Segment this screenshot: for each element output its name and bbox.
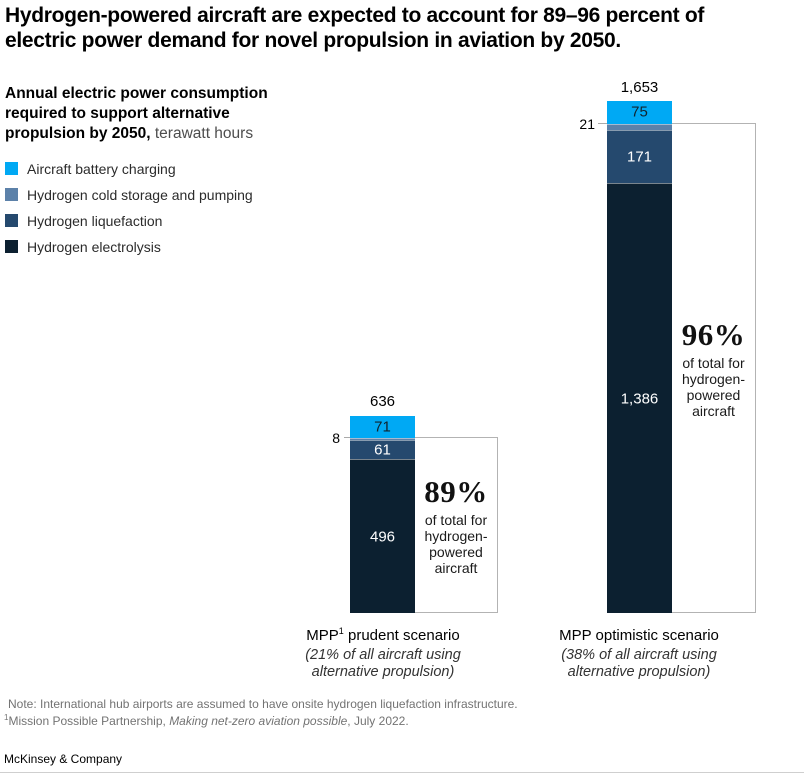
segment-liquefaction: 61 [350,440,415,460]
segment-value: 71 [374,418,391,436]
mckinsey-logo-text: McKinsey & Company [4,752,123,766]
category-subline: (21% of all aircraft using [305,647,461,663]
stacked-bar-optimistic: 75 171 1,386 [607,100,672,613]
segment-value: 75 [631,103,648,121]
legend-swatch-cold-storage-icon [5,188,18,201]
legend-item-liquefaction: Hydrogen liquefaction [5,212,253,229]
subtitle-unit: terawatt hours [150,125,254,142]
legend-swatch-battery-icon [5,162,18,175]
chart-subtitle: Annual electric power consumption requir… [5,84,287,144]
segment-battery-charging: 75 [607,100,672,124]
share-callout-prudent: 89% of total for hydrogen-powered aircra… [414,437,498,613]
legend-label: Aircraft battery charging [27,160,176,177]
legend-item-electrolysis: Hydrogen electrolysis [5,238,253,255]
legend-item-cold-storage: Hydrogen cold storage and pumping [5,186,253,203]
bottom-divider [0,772,804,773]
segment-cold-storage [350,437,415,441]
footnote-note: Note: International hub airports are ass… [8,697,518,711]
legend-label: Hydrogen cold storage and pumping [27,186,253,203]
share-caption: of total for hydrogen-powered aircraft [424,511,488,576]
category-subline: alternative propulsion) [311,664,455,680]
category-subline: alternative propulsion) [567,664,711,680]
share-caption: of total for hydrogen-powered aircraft [681,354,746,419]
footnote-source: 1Mission Possible Partnership, Making ne… [4,713,409,728]
legend-swatch-electrolysis-icon [5,240,18,253]
leader-line [598,123,607,124]
legend-label: Hydrogen liquefaction [27,212,163,229]
category-name: MPP optimistic scenario [559,627,719,644]
segment-value: 1,386 [620,390,659,408]
segment-liquefaction: 171 [607,130,672,184]
legend-swatch-liquefaction-icon [5,214,18,227]
legend-item-battery-charging: Aircraft battery charging [5,160,253,177]
leader-line [344,437,350,438]
bar-total-prudent: 636 [369,393,396,410]
segment-cold-storage [607,123,672,131]
segment-value: 496 [369,528,396,546]
legend: Aircraft battery charging Hydrogen cold … [5,160,253,266]
stacked-bar-prudent: 71 61 496 [350,415,415,613]
segment-battery-charging: 71 [350,415,415,438]
legend-label: Hydrogen electrolysis [27,238,161,255]
segment-value: 171 [626,148,653,166]
share-percent: 89% [424,473,488,509]
segment-electrolysis: 496 [350,459,415,613]
segment-value: 61 [374,441,391,459]
category-name: MPP1 prudent scenario [306,626,460,644]
category-label-optimistic: MPP optimistic scenario (38% of all airc… [539,626,739,681]
category-label-prudent: MPP1 prudent scenario (21% of all aircra… [283,626,483,681]
cold-storage-value-optimistic: 21 [579,116,595,132]
segment-electrolysis: 1,386 [607,183,672,613]
subtitle-bold: Annual electric power consumption requir… [5,85,268,142]
category-subline: (38% of all aircraft using [561,647,717,663]
cold-storage-value-prudent: 8 [332,430,340,446]
bar-total-optimistic: 1,653 [620,79,659,96]
share-callout-optimistic: 96% of total for hydrogen-powered aircra… [671,123,756,613]
share-percent: 96% [681,316,746,352]
page-title: Hydrogen-powered aircraft are expected t… [5,4,705,52]
